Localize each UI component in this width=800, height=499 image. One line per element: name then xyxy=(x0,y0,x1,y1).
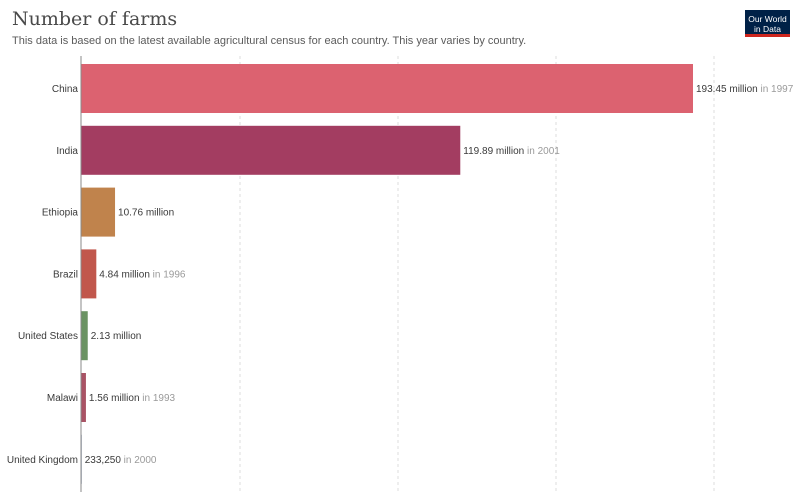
bar-china[interactable] xyxy=(81,64,693,113)
value-label: 193.45 million in 1997 xyxy=(696,84,794,95)
bar-united-states[interactable] xyxy=(81,311,88,361)
year-label: in 1993 xyxy=(140,393,176,404)
category-label: India xyxy=(56,146,78,157)
value-label: 4.84 million in 1996 xyxy=(99,269,186,280)
category-label: Ethiopia xyxy=(42,208,79,219)
year-label: in 1996 xyxy=(150,269,186,280)
bar-india[interactable] xyxy=(81,125,461,175)
logo-line-1: Our World xyxy=(748,14,787,24)
owid-logo[interactable]: Our World in Data xyxy=(745,10,790,37)
category-label: China xyxy=(52,84,79,95)
category-label: United States xyxy=(18,331,78,342)
chart-title: Number of farms xyxy=(12,8,178,30)
year-label: in 2001 xyxy=(524,146,560,157)
bar-malawi[interactable] xyxy=(81,373,86,422)
value-label: 1.56 million in 1993 xyxy=(89,393,176,404)
category-label: Brazil xyxy=(53,269,78,280)
year-label: in 2000 xyxy=(121,455,157,466)
chart-subtitle: This data is based on the latest availab… xyxy=(12,35,527,47)
category-label: United Kingdom xyxy=(7,455,78,466)
year-label: in 1997 xyxy=(758,84,794,95)
value-label: 119.89 million in 2001 xyxy=(463,146,560,157)
category-label: Malawi xyxy=(47,393,78,404)
logo-line-2: in Data xyxy=(754,24,781,34)
bar-brazil[interactable] xyxy=(81,249,97,299)
value-label: 2.13 million xyxy=(91,331,142,342)
bar-ethiopia[interactable] xyxy=(81,187,116,237)
value-label: 233,250 in 2000 xyxy=(85,455,157,466)
value-label: 10.76 million xyxy=(118,208,174,219)
